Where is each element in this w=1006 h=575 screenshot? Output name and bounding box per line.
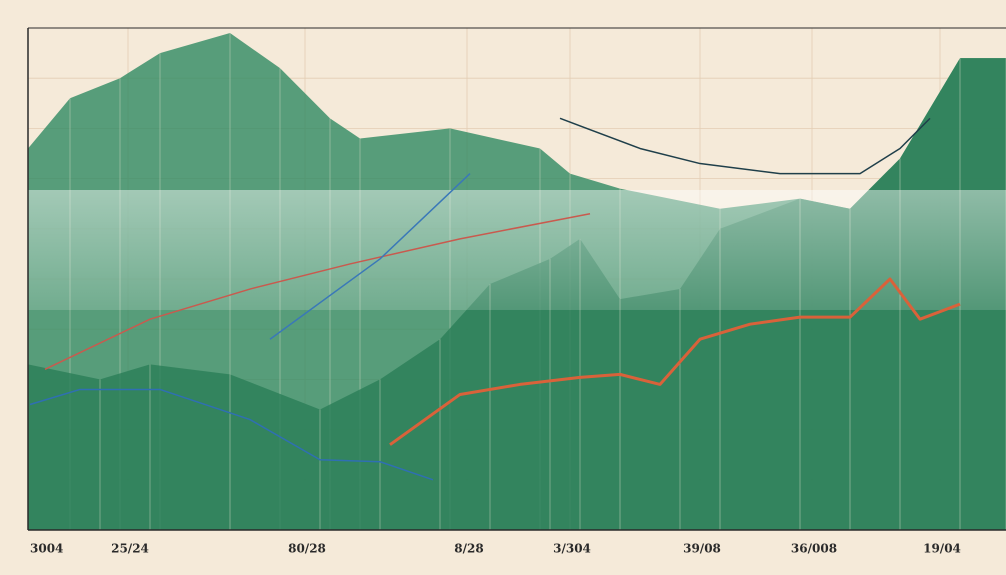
x-tick-label: 36/008 <box>791 542 837 556</box>
x-tick-label: 8/28 <box>454 542 483 556</box>
x-tick-label: 19/04 <box>923 542 961 556</box>
x-tick-label: 3/304 <box>553 542 591 556</box>
x-tick-label: 25/24 <box>111 542 149 556</box>
line <box>29 388 434 481</box>
x-tick-label: 39/08 <box>683 542 721 556</box>
line <box>269 173 471 340</box>
line <box>44 213 591 371</box>
x-tick-label: 80/28 <box>288 542 326 556</box>
line <box>389 277 961 446</box>
line <box>559 117 931 175</box>
haze <box>28 190 1006 310</box>
x-tick-label: 3004 <box>30 542 63 556</box>
